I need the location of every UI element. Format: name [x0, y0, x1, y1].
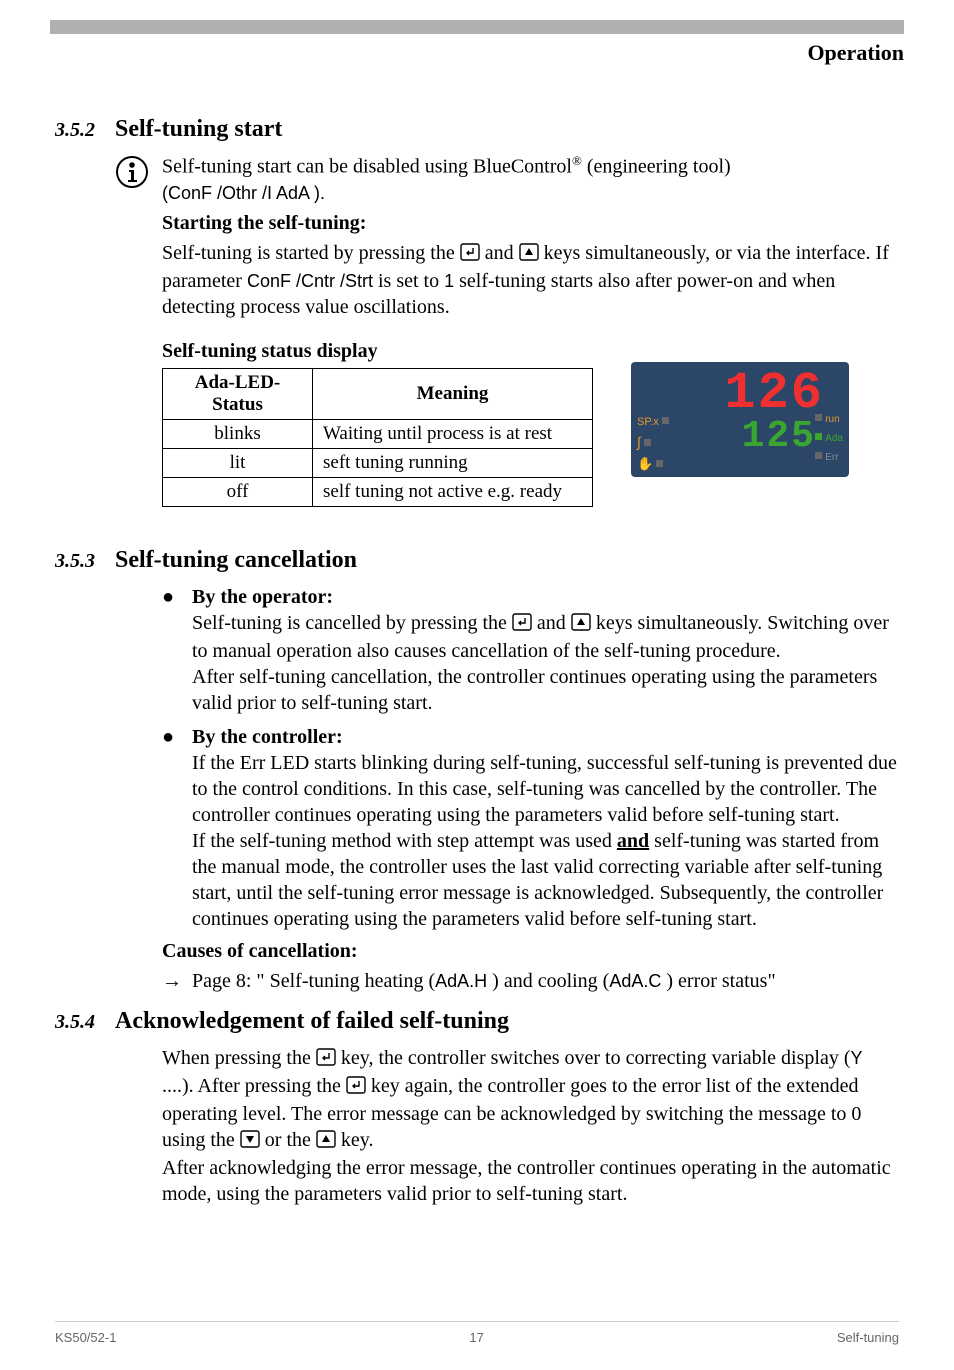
- bullet-operator-body: Self-tuning is cancelled by pressing the…: [192, 612, 889, 662]
- up-key-icon: [316, 1129, 336, 1155]
- down-key-icon: [240, 1129, 260, 1155]
- bullet-controller-title: By the controller:: [192, 726, 343, 748]
- starting-heading: Starting the self-tuning:: [162, 210, 899, 236]
- enter-key-icon: [346, 1075, 366, 1101]
- th-meaning: Meaning: [313, 368, 593, 419]
- sec-354-title: Acknowledgement of failed self-tuning: [115, 1008, 509, 1035]
- table-cell: off: [163, 477, 313, 506]
- up-key-icon: [571, 612, 591, 638]
- table-cell: lit: [163, 448, 313, 477]
- sec-353-title: Self-tuning cancellation: [115, 547, 357, 574]
- causes-heading: Causes of cancellation:: [162, 938, 899, 964]
- bullet-controller-body: If the Err LED starts blinking during se…: [192, 752, 897, 826]
- causes-ref: Page 8: " Self-tuning heating (AdA.H ) a…: [192, 968, 776, 994]
- status-display-heading: Self-tuning status display: [162, 338, 899, 364]
- bullet-operator-body2: After self-tuning cancellation, the cont…: [192, 666, 877, 714]
- sec-352-num: 3.5.2: [55, 119, 115, 142]
- th-status: Ada-LED-Status: [163, 368, 313, 419]
- device-display: 126 125 SP.x ∫ ✋ run Ada Err: [631, 362, 849, 477]
- bullet-icon: ●: [162, 584, 192, 716]
- enter-key-icon: [512, 612, 532, 638]
- sec-352-title: Self-tuning start: [115, 116, 282, 143]
- display-right-labels: run Ada Err: [815, 410, 843, 467]
- bullet-operator-title: By the operator:: [192, 586, 333, 608]
- arrow-icon: →: [162, 968, 192, 994]
- status-table: Ada-LED-StatusMeaning blinksWaiting unti…: [162, 368, 593, 507]
- up-key-icon: [519, 242, 539, 268]
- bullet-controller-body2: If the self-tuning method with step atte…: [192, 830, 883, 930]
- bullet-icon: ●: [162, 724, 192, 932]
- enter-key-icon: [460, 242, 480, 268]
- header-title: Operation: [0, 34, 954, 66]
- info-icon: [115, 155, 149, 194]
- table-cell: Waiting until process is at rest: [313, 419, 593, 448]
- starting-para: Self-tuning is started by pressing the a…: [162, 240, 899, 320]
- sec-354-num: 3.5.4: [55, 1011, 115, 1034]
- table-cell: self tuning not active e.g. ready: [313, 477, 593, 506]
- footer-left: KS50/52-1: [55, 1330, 116, 1345]
- footer-right: Self-tuning: [837, 1330, 899, 1345]
- footer-page: 17: [469, 1330, 483, 1345]
- header-bar: [50, 20, 904, 34]
- enter-key-icon: [316, 1047, 336, 1073]
- table-cell: blinks: [163, 419, 313, 448]
- table-cell: seft tuning running: [313, 448, 593, 477]
- display-left-labels: SP.x ∫ ✋: [637, 414, 672, 475]
- sec-353-num: 3.5.3: [55, 550, 115, 573]
- ack-para: When pressing the key, the controller sw…: [162, 1045, 899, 1207]
- intro-para: Self-tuning start can be disabled using …: [162, 153, 899, 206]
